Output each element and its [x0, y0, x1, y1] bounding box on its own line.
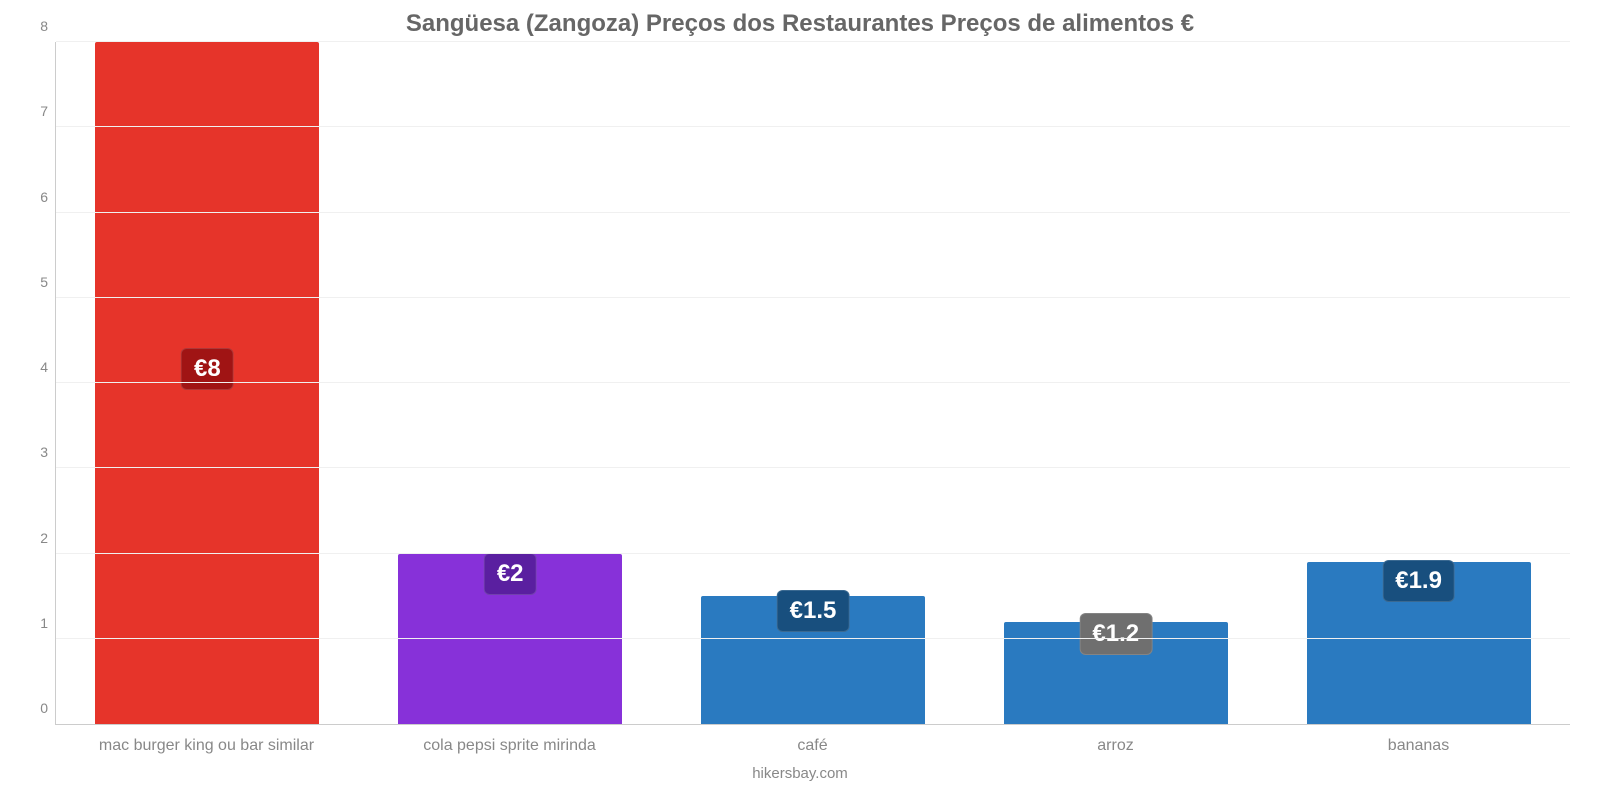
y-tick-label: 8 — [40, 18, 48, 34]
x-axis-label: café — [661, 737, 964, 755]
y-tick-label: 7 — [40, 103, 48, 119]
chart-container: Sangüesa (Zangoza) Preços dos Restaurant… — [0, 0, 1600, 800]
x-axis-labels: mac burger king ou bar similarcola pepsi… — [55, 737, 1570, 755]
chart-credit: hikersbay.com — [0, 765, 1600, 782]
x-axis-label: cola pepsi sprite mirinda — [358, 737, 661, 755]
x-axis-label: arroz — [964, 737, 1267, 755]
gridline — [56, 41, 1570, 42]
bar-value-badge: €8 — [181, 348, 234, 390]
bar-value-badge: €1.9 — [1382, 560, 1455, 602]
gridline — [56, 126, 1570, 127]
gridline — [56, 638, 1570, 639]
gridline — [56, 553, 1570, 554]
plot-area: €8€2€1.5€1.2€1.9 012345678 — [55, 42, 1570, 725]
gridline — [56, 212, 1570, 213]
bars-row: €8 €2 €1.5 €1.2 €1.9 — [56, 42, 1570, 724]
gridline — [56, 382, 1570, 383]
bar-value-badge: €1.5 — [777, 590, 850, 632]
y-tick-label: 5 — [40, 274, 48, 290]
bar-slot: €1.5 — [662, 42, 965, 724]
y-tick-label: 1 — [40, 615, 48, 631]
y-tick-label: 4 — [40, 359, 48, 375]
gridline — [56, 467, 1570, 468]
bar-slot: €8 — [56, 42, 359, 724]
bar-slot: €1.9 — [1267, 42, 1570, 724]
y-tick-label: 2 — [40, 530, 48, 546]
bar-slot: €1.2 — [964, 42, 1267, 724]
bar-slot: €2 — [359, 42, 662, 724]
bar: €2 — [398, 554, 622, 725]
bar-value-badge: €2 — [484, 553, 537, 595]
gridline — [56, 297, 1570, 298]
bar: €1.9 — [1307, 562, 1531, 724]
y-tick-label: 3 — [40, 444, 48, 460]
y-tick-label: 0 — [40, 700, 48, 716]
bar: €8 — [95, 42, 319, 724]
x-axis-label: mac burger king ou bar similar — [55, 737, 358, 755]
x-axis-label: bananas — [1267, 737, 1570, 755]
bar: €1.5 — [701, 596, 925, 724]
chart-title: Sangüesa (Zangoza) Preços dos Restaurant… — [0, 10, 1600, 38]
y-tick-label: 6 — [40, 189, 48, 205]
bar-value-badge: €1.2 — [1079, 613, 1152, 655]
